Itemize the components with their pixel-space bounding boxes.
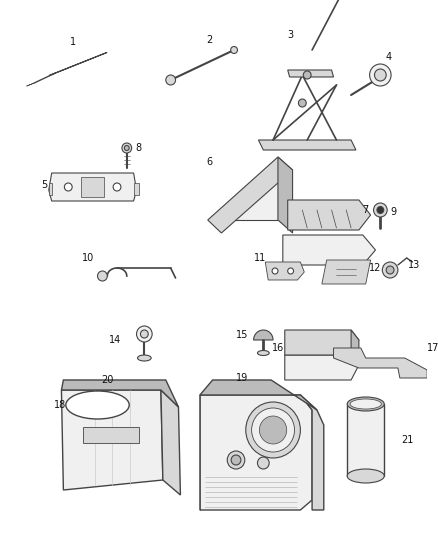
Text: 17: 17 xyxy=(427,343,438,353)
Polygon shape xyxy=(278,157,293,233)
Polygon shape xyxy=(288,70,334,77)
Ellipse shape xyxy=(347,469,384,483)
Polygon shape xyxy=(81,177,104,197)
Polygon shape xyxy=(27,83,34,86)
Circle shape xyxy=(64,183,72,191)
Text: 4: 4 xyxy=(385,52,391,62)
Circle shape xyxy=(386,266,394,274)
Circle shape xyxy=(303,71,311,79)
Text: 15: 15 xyxy=(236,330,248,340)
Circle shape xyxy=(258,457,269,469)
Polygon shape xyxy=(254,330,273,340)
Polygon shape xyxy=(61,390,163,490)
Text: 18: 18 xyxy=(54,400,67,410)
Text: 11: 11 xyxy=(254,253,266,263)
Circle shape xyxy=(272,268,278,274)
Circle shape xyxy=(122,143,132,153)
Circle shape xyxy=(374,69,386,81)
Circle shape xyxy=(377,206,384,214)
Polygon shape xyxy=(200,395,312,510)
Circle shape xyxy=(382,262,398,278)
Polygon shape xyxy=(134,183,139,195)
Circle shape xyxy=(288,268,293,274)
Circle shape xyxy=(137,326,152,342)
Text: 3: 3 xyxy=(288,30,294,40)
Circle shape xyxy=(113,183,121,191)
Text: 8: 8 xyxy=(135,143,141,153)
Polygon shape xyxy=(83,427,139,443)
Text: 16: 16 xyxy=(272,343,284,353)
Ellipse shape xyxy=(258,351,269,356)
Ellipse shape xyxy=(347,397,384,411)
Ellipse shape xyxy=(138,355,151,361)
Circle shape xyxy=(227,451,245,469)
Text: 13: 13 xyxy=(408,260,420,270)
Polygon shape xyxy=(161,390,180,495)
Text: 21: 21 xyxy=(402,435,414,445)
Polygon shape xyxy=(300,395,324,510)
Circle shape xyxy=(141,330,148,338)
Polygon shape xyxy=(334,348,427,378)
Ellipse shape xyxy=(66,391,129,419)
Text: 14: 14 xyxy=(109,335,121,345)
Text: 10: 10 xyxy=(81,253,94,263)
Circle shape xyxy=(251,408,294,452)
Polygon shape xyxy=(283,235,375,265)
Text: 9: 9 xyxy=(390,207,396,217)
Polygon shape xyxy=(49,183,52,195)
Polygon shape xyxy=(61,380,178,407)
Polygon shape xyxy=(347,404,384,476)
Polygon shape xyxy=(49,52,107,76)
Polygon shape xyxy=(49,173,137,201)
Circle shape xyxy=(231,46,237,53)
Polygon shape xyxy=(208,157,293,233)
Circle shape xyxy=(166,75,176,85)
Text: 5: 5 xyxy=(41,180,47,190)
Polygon shape xyxy=(288,200,371,230)
Text: 19: 19 xyxy=(236,373,248,383)
Text: 2: 2 xyxy=(207,35,213,45)
Polygon shape xyxy=(258,140,356,150)
Circle shape xyxy=(370,64,391,86)
Circle shape xyxy=(374,203,387,217)
Text: 12: 12 xyxy=(369,263,381,273)
Text: 7: 7 xyxy=(363,205,369,215)
Circle shape xyxy=(124,146,129,150)
Polygon shape xyxy=(285,330,359,355)
Polygon shape xyxy=(265,262,304,280)
Circle shape xyxy=(259,416,287,444)
Circle shape xyxy=(98,271,107,281)
Circle shape xyxy=(246,402,300,458)
Circle shape xyxy=(231,455,241,465)
Polygon shape xyxy=(208,157,278,220)
Polygon shape xyxy=(351,330,359,365)
Polygon shape xyxy=(322,260,371,284)
Polygon shape xyxy=(285,355,359,380)
Text: 6: 6 xyxy=(207,157,213,167)
Ellipse shape xyxy=(350,399,381,409)
Text: 20: 20 xyxy=(101,375,113,385)
Text: 1: 1 xyxy=(70,37,76,47)
Polygon shape xyxy=(200,380,317,410)
Circle shape xyxy=(298,99,306,107)
